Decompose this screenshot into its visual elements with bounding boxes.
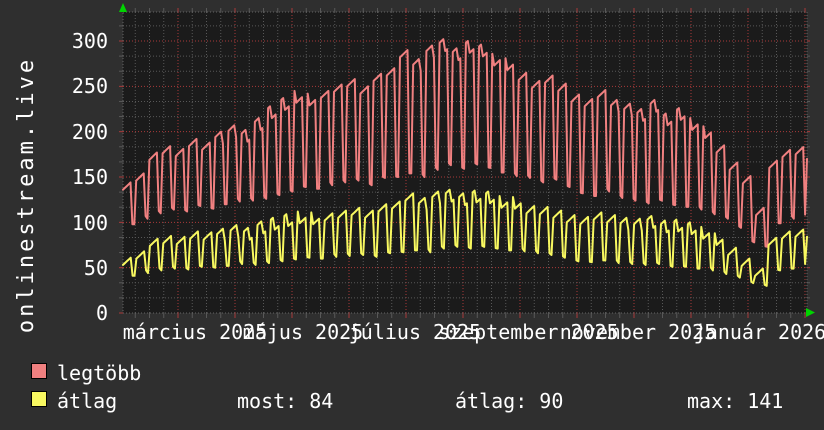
x-tick-julius: július 2025 [348,320,482,344]
stat-most-label: most: [237,389,298,413]
x-tick-januar: január 2026 [693,320,824,344]
stat-max: max: 141 [687,390,783,412]
stat-atlag-label: átlag: [455,389,528,413]
y-tick-200: 200 [71,120,108,144]
stat-atlag-value: 90 [539,389,564,413]
stat-max-label: max: [687,389,736,413]
legend-label-legtobb: legtöbb [57,361,142,385]
legend-swatch-legtobb [31,363,47,379]
x-tick-szeptember: szeptember 2025 [438,320,619,344]
y-tick-150: 150 [71,165,108,189]
series-line-átlag [122,188,808,287]
y-tick-0: 0 [95,301,108,325]
y-axis-arrow [119,3,127,12]
legend-swatch-atlag [31,391,47,407]
y-tick-100: 100 [71,211,108,235]
x-tick-november: november 2025 [559,320,717,344]
series-line-legtöbb [122,38,808,248]
y-tick-250: 250 [71,74,108,98]
x-tick-marcius: március 2025 [122,320,268,344]
chart-plot [119,3,815,318]
stat-most: most: 84 [237,390,333,412]
y-tick-50: 50 [83,256,108,280]
x-tick-majus: május 2025 [242,320,364,344]
stat-atlag: átlag: 90 [455,390,563,412]
stat-max-value: 141 [747,389,784,413]
y-tick-300: 300 [71,29,108,53]
stat-most-value: 84 [309,389,334,413]
x-axis-arrow [806,308,815,317]
legend-label-atlag: átlag [57,389,118,413]
